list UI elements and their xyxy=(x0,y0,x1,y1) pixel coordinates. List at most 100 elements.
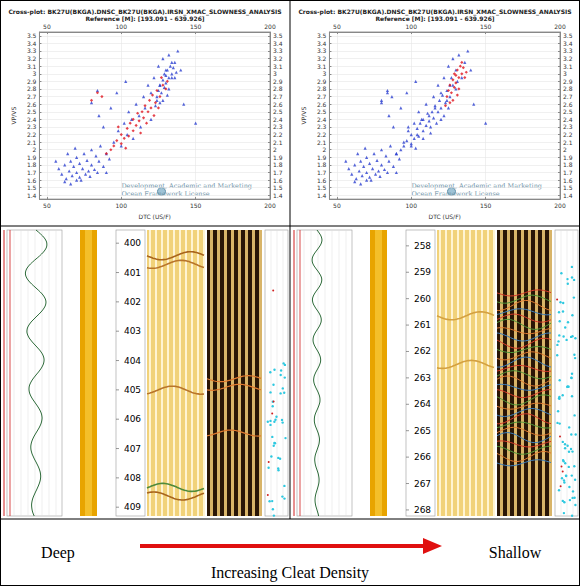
svg-text:1.5: 1.5 xyxy=(317,184,327,191)
svg-text:1.6: 1.6 xyxy=(27,177,37,184)
svg-text:100: 100 xyxy=(406,202,418,209)
svg-text:DTC (US/F): DTC (US/F) xyxy=(139,213,171,220)
svg-text:150: 150 xyxy=(480,23,492,30)
svg-text:2.3: 2.3 xyxy=(27,123,37,130)
svg-text:1.4: 1.4 xyxy=(27,192,37,199)
svg-text:406: 406 xyxy=(124,414,141,424)
svg-text:50: 50 xyxy=(333,23,341,30)
svg-text:2.4: 2.4 xyxy=(27,116,37,123)
svg-text:2.8: 2.8 xyxy=(27,85,37,92)
svg-text:266: 266 xyxy=(414,452,431,462)
svg-text:265: 265 xyxy=(414,426,431,436)
svg-text:2.4: 2.4 xyxy=(273,116,283,123)
svg-text:3.3: 3.3 xyxy=(273,47,283,54)
svg-text:Ocean Framework License: Ocean Framework License xyxy=(411,190,499,198)
svg-text:2: 2 xyxy=(323,146,327,153)
svg-text:Development, Academic and Mark: Development, Academic and Marketing xyxy=(121,182,252,190)
svg-text:200: 200 xyxy=(264,202,276,209)
svg-text:3.5: 3.5 xyxy=(563,32,573,39)
svg-text:267: 267 xyxy=(414,479,431,489)
svg-text:2.6: 2.6 xyxy=(273,101,283,108)
svg-text:2.7: 2.7 xyxy=(27,93,37,100)
svg-text:3.2: 3.2 xyxy=(317,55,327,62)
svg-text:3: 3 xyxy=(33,70,37,77)
svg-text:2.4: 2.4 xyxy=(563,116,573,123)
svg-text:2.1: 2.1 xyxy=(273,139,283,146)
svg-text:Shallow: Shallow xyxy=(489,544,542,561)
svg-text:VP/VS: VP/VS xyxy=(300,107,307,125)
svg-text:264: 264 xyxy=(414,399,431,409)
svg-text:1.8: 1.8 xyxy=(563,161,573,168)
svg-text:2.4: 2.4 xyxy=(317,116,327,123)
svg-text:3: 3 xyxy=(563,70,567,77)
svg-text:2.9: 2.9 xyxy=(27,78,37,85)
svg-text:402: 402 xyxy=(124,297,141,307)
svg-text:1.8: 1.8 xyxy=(273,161,283,168)
svg-text:Reference [M]: [193.091 - 639.: Reference [M]: [193.091 - 639.926] xyxy=(375,15,494,22)
svg-text:3: 3 xyxy=(323,70,327,77)
svg-text:150: 150 xyxy=(480,202,492,209)
svg-text:3.4: 3.4 xyxy=(273,40,283,47)
svg-text:404: 404 xyxy=(124,356,141,366)
svg-text:400: 400 xyxy=(124,238,141,248)
svg-text:2.1: 2.1 xyxy=(27,139,37,146)
svg-text:2.3: 2.3 xyxy=(273,123,283,130)
svg-text:1.9: 1.9 xyxy=(563,154,573,161)
svg-text:2.6: 2.6 xyxy=(317,101,327,108)
svg-text:150: 150 xyxy=(190,23,202,30)
svg-text:1.4: 1.4 xyxy=(317,192,327,199)
svg-text:408: 408 xyxy=(124,473,141,483)
svg-text:3.1: 3.1 xyxy=(563,63,573,70)
svg-text:1.7: 1.7 xyxy=(317,169,327,176)
svg-text:1.6: 1.6 xyxy=(317,177,327,184)
svg-text:2.5: 2.5 xyxy=(27,108,37,115)
svg-text:3.4: 3.4 xyxy=(27,40,37,47)
svg-text:2: 2 xyxy=(33,146,37,153)
svg-text:1.8: 1.8 xyxy=(27,161,37,168)
svg-text:2.6: 2.6 xyxy=(563,101,573,108)
svg-text:VP/VS: VP/VS xyxy=(10,107,17,125)
svg-text:3.3: 3.3 xyxy=(317,47,327,54)
svg-text:407: 407 xyxy=(124,444,141,454)
svg-text:3.1: 3.1 xyxy=(27,63,37,70)
svg-text:2.1: 2.1 xyxy=(317,139,327,146)
svg-text:259: 259 xyxy=(414,267,431,277)
svg-text:200: 200 xyxy=(554,202,566,209)
svg-text:1.7: 1.7 xyxy=(27,169,37,176)
svg-text:3.5: 3.5 xyxy=(273,32,283,39)
svg-text:3.5: 3.5 xyxy=(317,32,327,39)
svg-text:2.8: 2.8 xyxy=(273,85,283,92)
svg-text:2.5: 2.5 xyxy=(317,108,327,115)
svg-text:1.7: 1.7 xyxy=(563,169,573,176)
svg-text:3.5: 3.5 xyxy=(27,32,37,39)
svg-text:3.2: 3.2 xyxy=(563,55,573,62)
svg-text:2.6: 2.6 xyxy=(27,101,37,108)
svg-text:Increasing Cleat Density: Increasing Cleat Density xyxy=(211,564,369,582)
svg-text:258: 258 xyxy=(414,241,431,251)
svg-text:3.1: 3.1 xyxy=(273,63,283,70)
svg-text:3.2: 3.2 xyxy=(27,55,37,62)
svg-text:50: 50 xyxy=(333,202,341,209)
svg-text:2.2: 2.2 xyxy=(317,131,327,138)
svg-text:1.6: 1.6 xyxy=(273,177,283,184)
svg-text:2.7: 2.7 xyxy=(563,93,573,100)
svg-text:3.1: 3.1 xyxy=(317,63,327,70)
svg-text:1.6: 1.6 xyxy=(563,177,573,184)
svg-text:Ocean Framework License: Ocean Framework License xyxy=(121,190,209,198)
svg-text:409: 409 xyxy=(124,502,141,512)
svg-text:3.3: 3.3 xyxy=(27,47,37,54)
svg-text:100: 100 xyxy=(116,202,128,209)
svg-text:2.3: 2.3 xyxy=(317,123,327,130)
svg-text:2.8: 2.8 xyxy=(563,85,573,92)
svg-text:1.8: 1.8 xyxy=(317,161,327,168)
svg-text:262: 262 xyxy=(414,346,431,356)
svg-text:2.2: 2.2 xyxy=(273,131,283,138)
svg-text:2.9: 2.9 xyxy=(317,78,327,85)
svg-text:2.5: 2.5 xyxy=(273,108,283,115)
svg-text:2: 2 xyxy=(273,146,277,153)
svg-text:100: 100 xyxy=(116,23,128,30)
svg-text:2.7: 2.7 xyxy=(273,93,283,100)
svg-text:200: 200 xyxy=(264,23,276,30)
svg-text:50: 50 xyxy=(43,23,51,30)
svg-text:2.9: 2.9 xyxy=(563,78,573,85)
